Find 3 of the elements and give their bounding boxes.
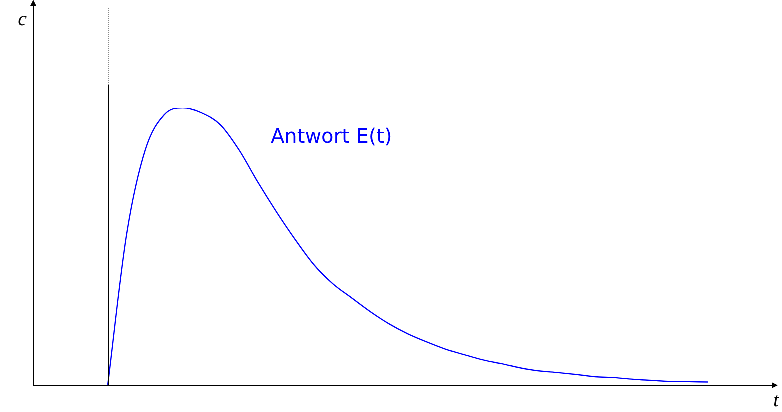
y-axis-title: c	[18, 8, 28, 30]
series-label: Antwort E(t)	[271, 124, 392, 148]
x-axis-title: t	[773, 389, 780, 412]
